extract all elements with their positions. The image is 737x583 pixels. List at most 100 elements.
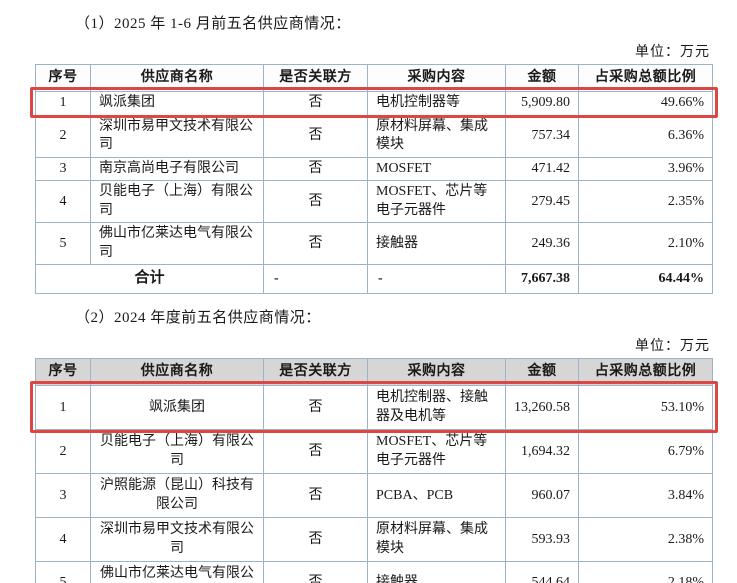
cell-content: 接触器	[367, 561, 506, 583]
table-header-cell: 采购内容	[367, 63, 506, 93]
cell-amount: 471.42	[505, 156, 579, 182]
unit-label: 单位：万元	[635, 45, 710, 60]
cell-amount: 13,260.58	[505, 385, 579, 431]
table-header-cell: 供应商名称	[90, 63, 264, 93]
cell-related: 否	[263, 517, 368, 563]
table-row: 1 飒派集团否电机控制器等 5,909.80 49.66%	[35, 91, 713, 116]
cell-content: MOSFET	[367, 156, 506, 182]
table-wrap-2025: 序号 供应商名称 是否关联方 采购内容 金额 占采购总额比例 1 飒派集团否电机控制器等 5,9…	[30, 63, 718, 295]
supplier-table-2025: 序号 供应商名称 是否关联方 采购内容 金额 占采购总额比例 1 飒派集团否电机控制器等 5,9…	[35, 63, 713, 295]
table-header-cell: 金额	[505, 358, 579, 387]
cell-seq: 1	[35, 385, 91, 431]
cell-related: 否	[263, 473, 368, 519]
cell-content: PCBA、PCB	[367, 473, 506, 519]
cell-supplier-name: 贝能电子（上海）有限公司	[90, 180, 264, 224]
cell-amount: 593.93	[505, 517, 579, 563]
cell-ratio: 49.66%	[578, 91, 713, 116]
table-row: 4 深圳市易甲文技术有限公司否原材料屏幕、集成模块 593.93 2.38%	[35, 517, 713, 563]
table-row: 2 贝能电子（上海）有限公司否 MOSFET、芯片等电子元器件 1,694.32 6.7…	[35, 429, 713, 475]
table-header-cell: 金额	[505, 63, 579, 93]
cell-supplier-name: 飒派集团	[90, 91, 264, 116]
table-header-cell: 是否关联方	[263, 358, 368, 387]
table-row: 1 飒派集团否电机控制器、接触器及电机等 13,260.58 53.10%	[35, 385, 713, 431]
cell-amount: 544.64	[505, 561, 579, 583]
cell-related: 否	[263, 91, 368, 116]
cell-supplier-name: 贝能电子（上海）有限公司	[90, 429, 264, 475]
cell-seq: 5	[35, 222, 91, 266]
cell-content: 原材料屏幕、集成模块	[367, 517, 506, 563]
cell-supplier-name: 飒派集团	[90, 385, 264, 431]
cell-content: MOSFET、芯片等电子元器件	[367, 429, 506, 475]
table-row: 4 贝能电子（上海）有限公司否 MOSFET、芯片等电子元器件 279.45 2.35%	[35, 180, 713, 224]
cell-supplier-name: 佛山市亿莱达电气有限公司	[90, 222, 264, 266]
cell-amount: 249.36	[505, 222, 579, 266]
section-2025: （1）2025 年 1-6 月前五名供应商情况： 单位：万元 序号 供应商名称 是否…	[30, 12, 718, 295]
table-header-row: 序号 供应商名称 是否关联方 采购内容 金额 占采购总额比例	[35, 358, 713, 387]
cell-supplier-name: 深圳市易甲文技术有限公司	[90, 517, 264, 563]
cell-related: 否	[263, 114, 368, 158]
cell-related: 否	[263, 385, 368, 431]
cell-ratio: 2.35%	[578, 180, 713, 224]
total-row: 合计 - -7,667.38 64.44%	[35, 264, 713, 295]
cell-seq: 4	[35, 180, 91, 224]
cell-related: 否	[263, 156, 368, 182]
table-header-cell: 序号	[35, 63, 91, 93]
cell-seq: 2	[35, 429, 91, 475]
table-row: 3 沪照能源（昆山）科技有限公司否 PCBA、PCB 960.07 3.84%	[35, 473, 713, 519]
total-content: -	[367, 264, 506, 295]
cell-seq: 2	[35, 114, 91, 158]
cell-supplier-name: 沪照能源（昆山）科技有限公司	[90, 473, 264, 519]
total-amount: 7,667.38	[505, 264, 579, 295]
cell-supplier-name: 南京高尚电子有限公司	[90, 156, 264, 182]
table-row: 5 佛山市亿莱达电气有限公司否接触器 249.36 2.10%	[35, 222, 713, 266]
cell-seq: 3	[35, 473, 91, 519]
cell-related: 否	[263, 180, 368, 224]
table-wrap-2024: 序号 供应商名称 是否关联方 采购内容 金额 占采购总额比例 1 飒派集团否电机控制器、接触器…	[30, 358, 718, 583]
cell-content: 电机控制器等	[367, 91, 506, 116]
table-header-cell: 序号	[35, 358, 91, 387]
cell-related: 否	[263, 429, 368, 475]
total-label: 合计	[35, 264, 264, 295]
supplier-table-2024: 序号 供应商名称 是否关联方 采购内容 金额 占采购总额比例 1 飒派集团否电机控制器、接触器…	[35, 358, 713, 583]
cell-related: 否	[263, 222, 368, 266]
cell-supplier-name: 佛山市亿莱达电气有限公司	[90, 561, 264, 583]
cell-amount: 757.34	[505, 114, 579, 158]
cell-seq: 5	[35, 561, 91, 583]
cell-seq: 3	[35, 156, 91, 182]
table-header-cell: 采购内容	[367, 358, 506, 387]
total-ratio: 64.44%	[578, 264, 713, 295]
table-row: 3 南京高尚电子有限公司否 MOSFET 471.42 3.96%	[35, 156, 713, 182]
section-2024: （2）2024 年度前五名供应商情况： 单位：万元 序号 供应商名称 是否关联方 采购…	[30, 306, 718, 583]
table-header-row: 序号 供应商名称 是否关联方 采购内容 金额 占采购总额比例	[35, 63, 713, 93]
cell-seq: 1	[35, 91, 91, 116]
table-header-cell: 是否关联方	[263, 63, 368, 93]
cell-ratio: 2.38%	[578, 517, 713, 563]
cell-ratio: 3.96%	[578, 156, 713, 182]
cell-amount: 5,909.80	[505, 91, 579, 116]
section-title: （2）2024 年度前五名供应商情况：	[75, 310, 321, 327]
cell-content: MOSFET、芯片等电子元器件	[367, 180, 506, 224]
cell-ratio: 6.36%	[578, 114, 713, 158]
cell-amount: 1,694.32	[505, 429, 579, 475]
cell-amount: 960.07	[505, 473, 579, 519]
section-title: （1）2025 年 1-6 月前五名供应商情况：	[75, 16, 351, 32]
cell-content: 接触器	[367, 222, 506, 266]
cell-supplier-name: 深圳市易甲文技术有限公司	[90, 114, 264, 158]
cell-ratio: 2.10%	[578, 222, 713, 266]
cell-content: 原材料屏幕、集成模块	[367, 114, 506, 158]
table-header-cell: 供应商名称	[90, 358, 264, 387]
table-header-cell: 占采购总额比例	[578, 63, 713, 93]
cell-ratio: 2.18%	[578, 561, 713, 583]
cell-seq: 4	[35, 517, 91, 563]
cell-amount: 279.45	[505, 180, 579, 224]
cell-ratio: 3.84%	[578, 473, 713, 519]
cell-ratio: 6.79%	[578, 429, 713, 475]
total-related: -	[263, 264, 368, 295]
cell-ratio: 53.10%	[578, 385, 713, 431]
cell-content: 电机控制器、接触器及电机等	[367, 385, 506, 431]
unit-label: 单位：万元	[635, 339, 710, 355]
table-row: 2 深圳市易甲文技术有限公司否原材料屏幕、集成模块 757.34 6.36%	[35, 114, 713, 158]
table-row: 5佛山市亿莱达电气有限公司否接触器544.642.18%	[35, 561, 713, 583]
cell-related: 否	[263, 561, 368, 583]
